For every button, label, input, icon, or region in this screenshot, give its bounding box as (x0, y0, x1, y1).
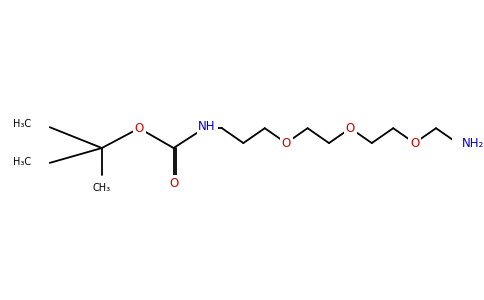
Text: O: O (282, 136, 291, 150)
Text: NH₂: NH₂ (462, 136, 484, 150)
Text: H₃C: H₃C (13, 157, 31, 167)
Text: O: O (135, 122, 144, 135)
Text: O: O (169, 177, 178, 190)
Text: O: O (346, 122, 355, 135)
Text: H₃C: H₃C (13, 119, 31, 129)
Text: NH: NH (198, 120, 216, 133)
Text: O: O (410, 136, 419, 150)
Text: CH₃: CH₃ (93, 183, 111, 193)
